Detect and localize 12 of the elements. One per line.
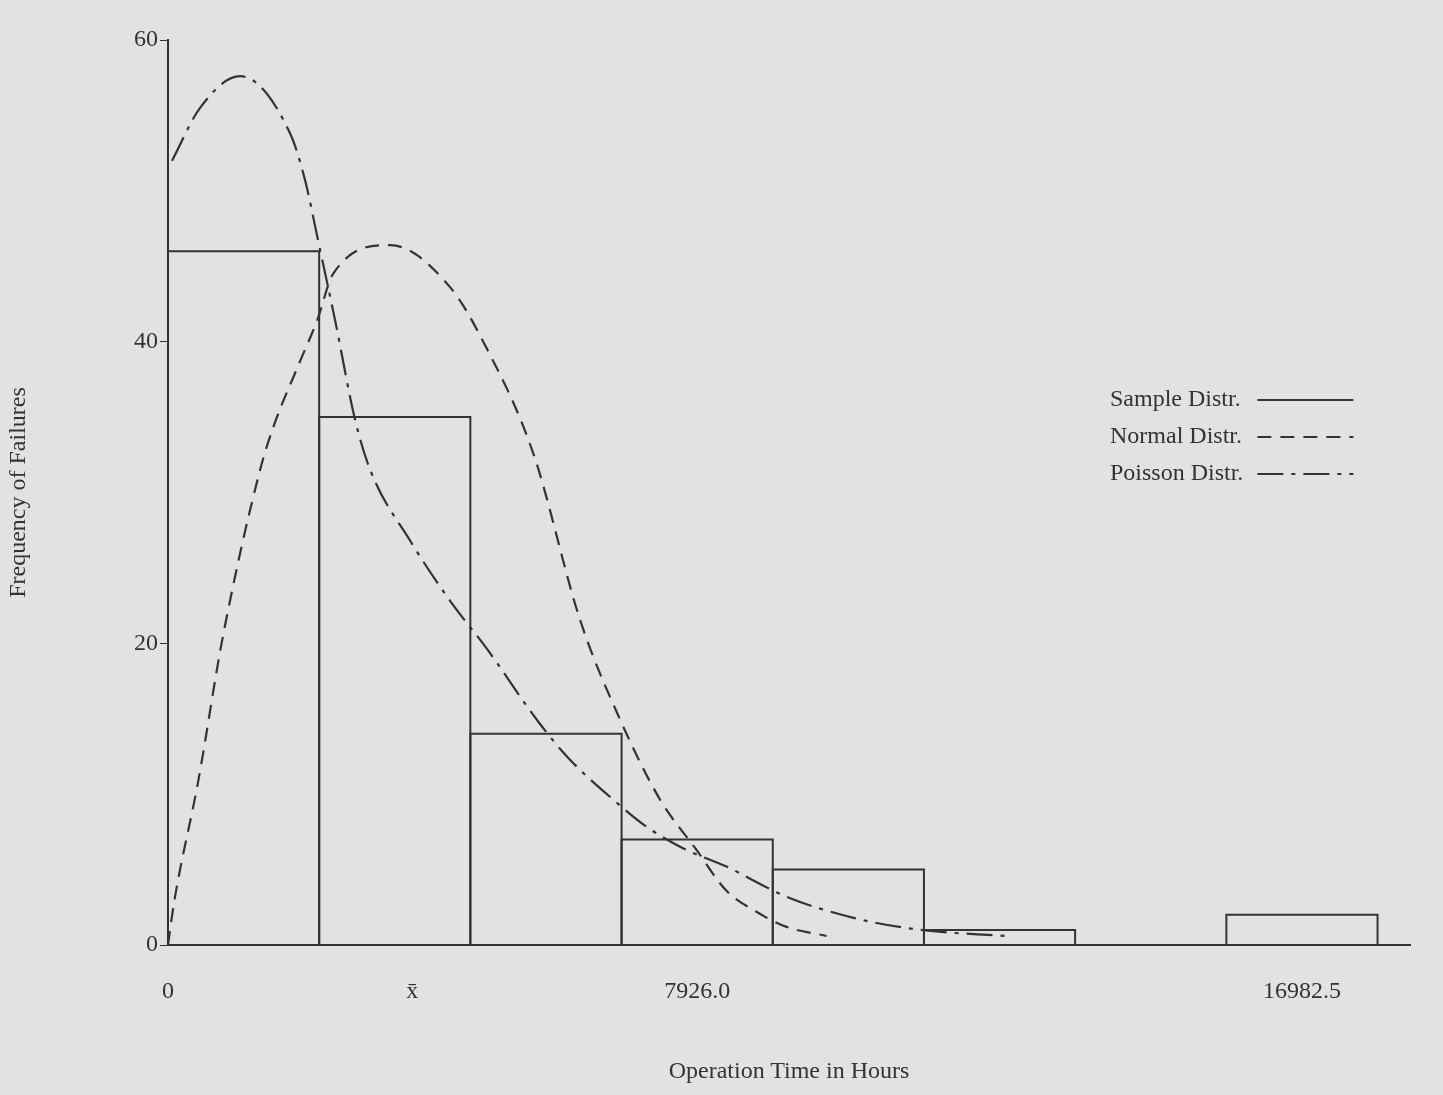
- legend-label: Sample Distr.: [1110, 385, 1241, 412]
- x-axis-title: Operation Time in Hours: [668, 1056, 910, 1083]
- y-axis-title: Frequency of Failures: [3, 387, 30, 598]
- y-tick-label: 20: [134, 628, 158, 655]
- legend-label: Poisson Distr.: [1110, 459, 1244, 486]
- x-tick-label: x̄: [406, 976, 419, 1003]
- x-tick-label: 16982.5: [1262, 976, 1341, 1003]
- x-tick-label: 7926.0: [664, 976, 731, 1003]
- y-tick-label: 0: [146, 930, 158, 957]
- y-tick-label: 60: [134, 25, 158, 52]
- y-tick-label: 40: [134, 326, 158, 353]
- legend-label: Normal Distr.: [1110, 422, 1242, 449]
